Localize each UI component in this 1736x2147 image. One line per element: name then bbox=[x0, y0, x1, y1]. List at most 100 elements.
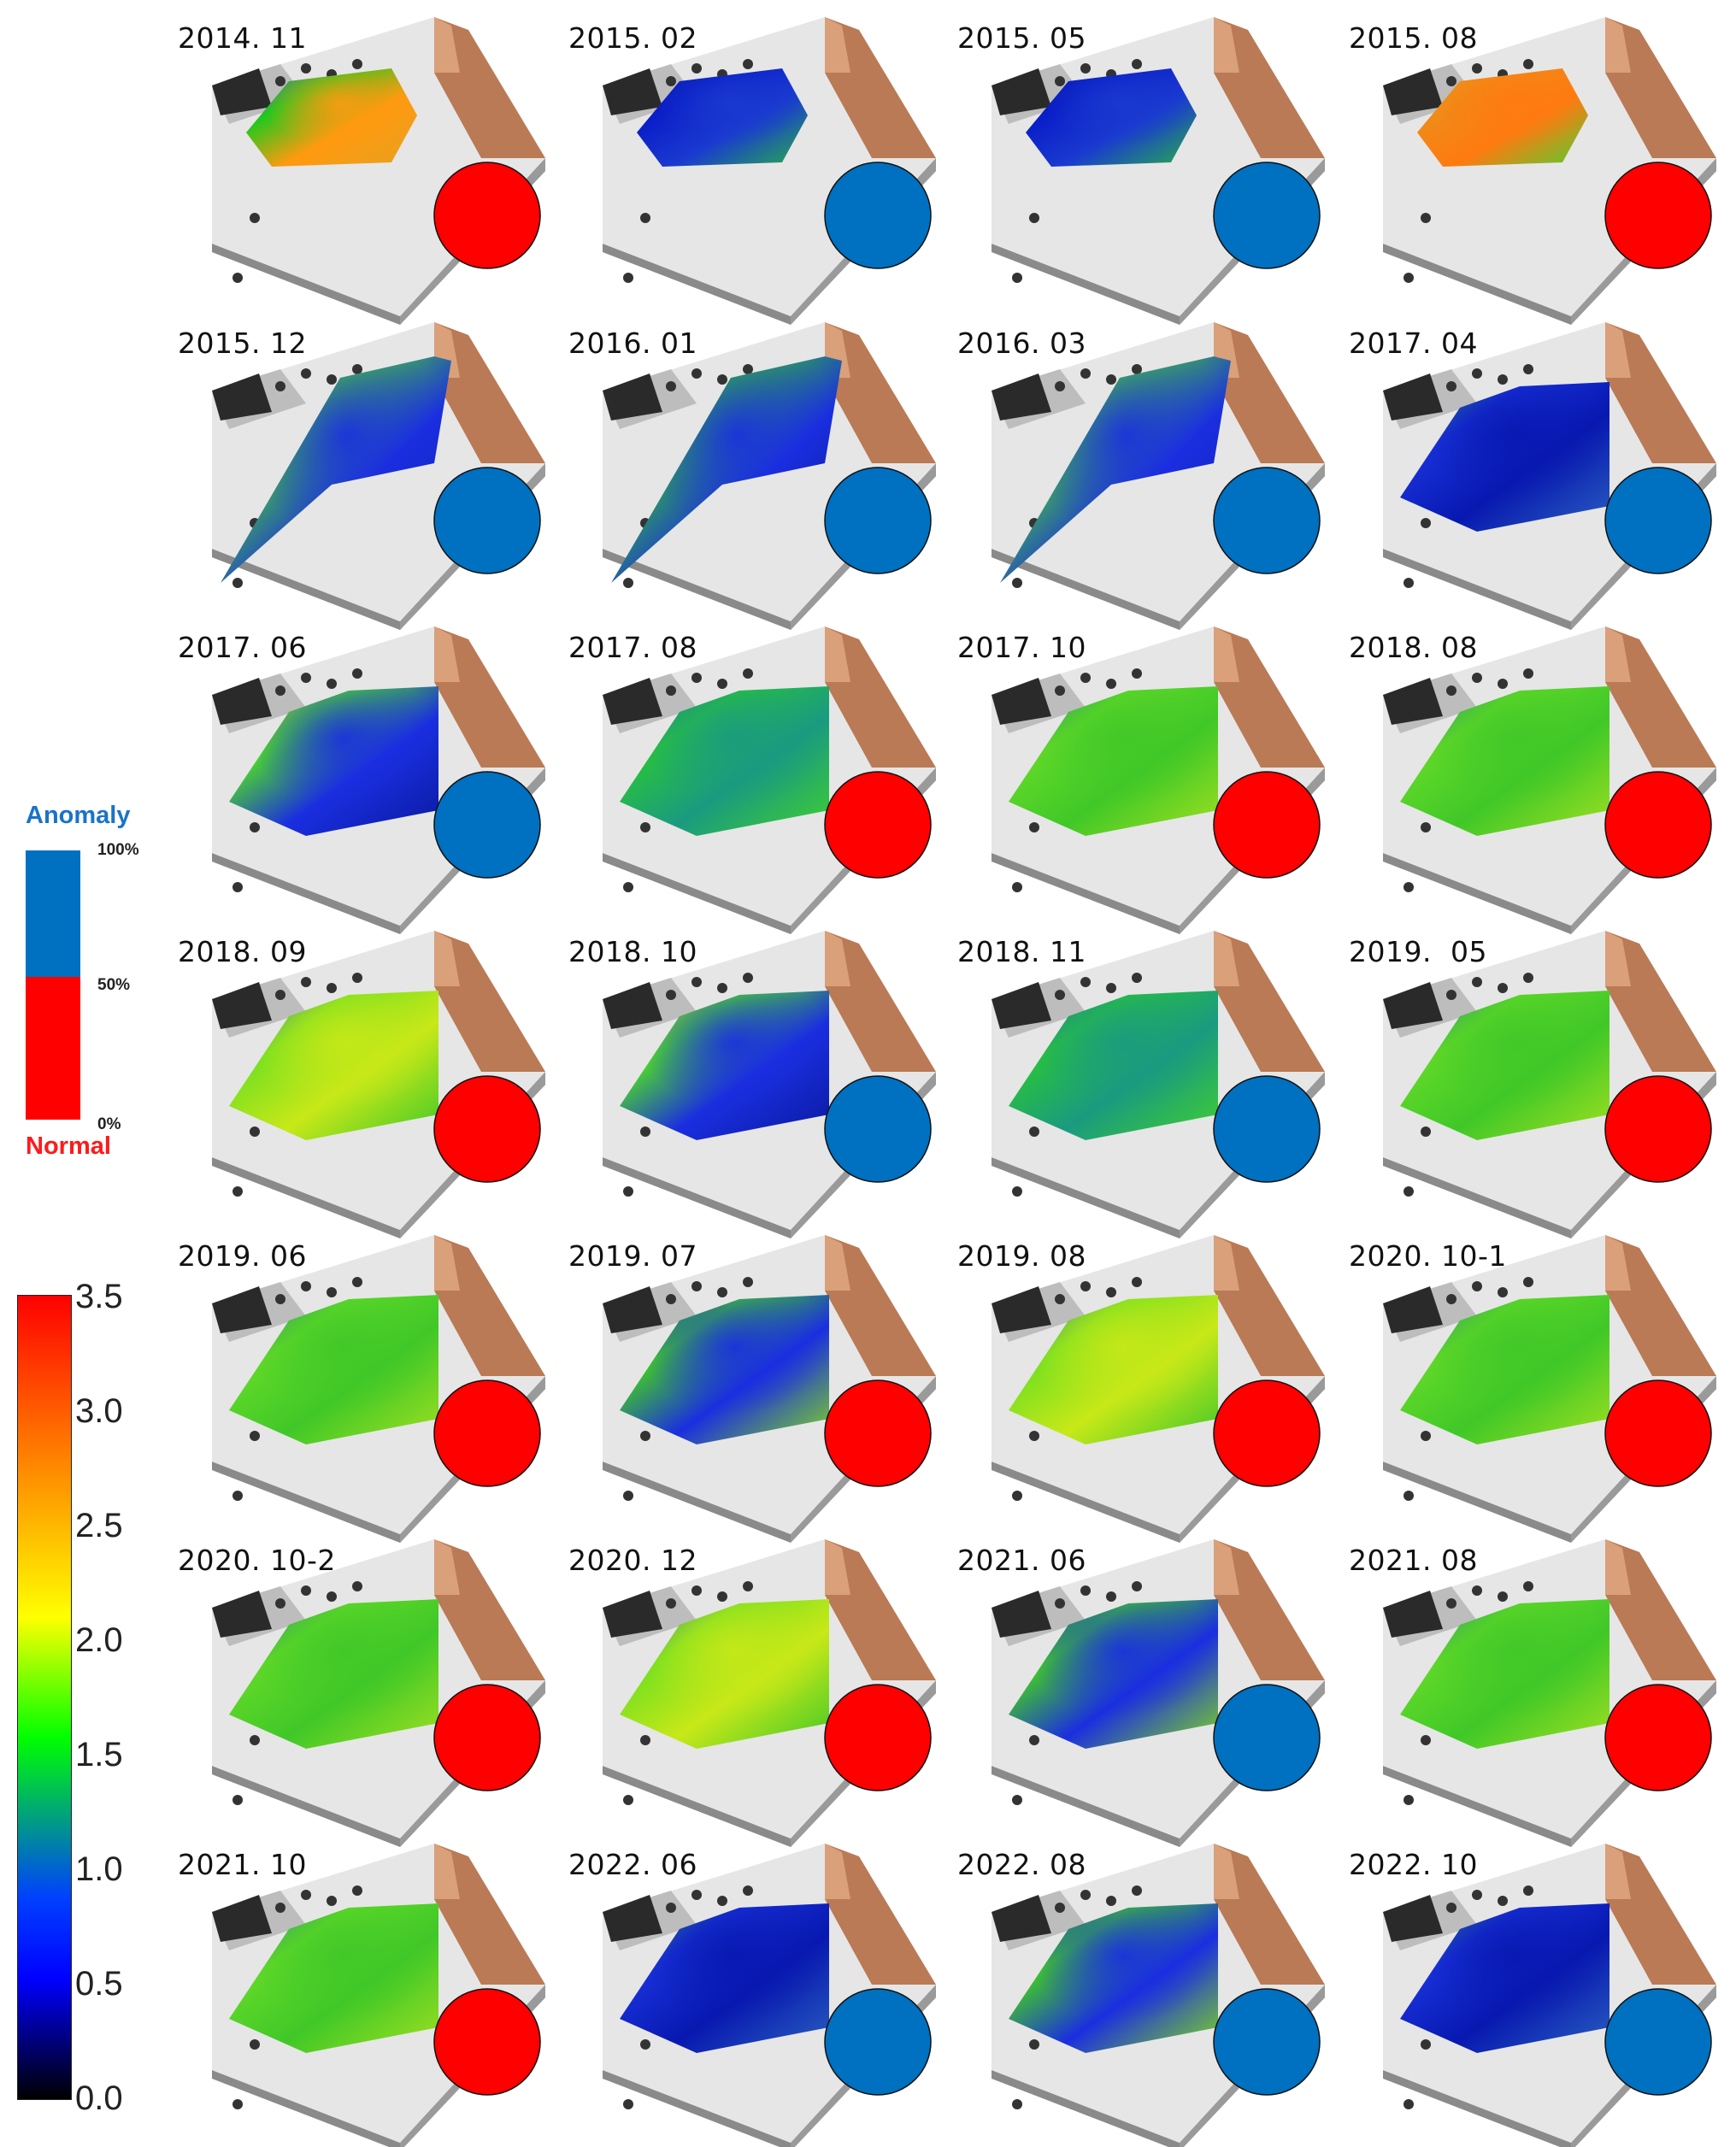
rock-outcrop bbox=[992, 1895, 1051, 1942]
rock-icon bbox=[275, 685, 285, 696]
rock-icon bbox=[1029, 1126, 1039, 1137]
rock-icon bbox=[691, 673, 702, 683]
rock-icon bbox=[1421, 213, 1431, 223]
resistivity-field-highlight bbox=[1009, 686, 1218, 836]
resistivity-field-highlight bbox=[229, 991, 438, 1140]
rock-icon bbox=[1404, 578, 1414, 588]
colorbar-tick: 3.0 bbox=[75, 1392, 123, 1430]
anomaly-status-circle bbox=[1213, 1684, 1321, 1791]
mountain-slope bbox=[1605, 1235, 1716, 1376]
normal-status-circle bbox=[1604, 162, 1712, 269]
resistivity-field-highlight bbox=[1400, 382, 1609, 532]
block-front-face bbox=[992, 1157, 1180, 1238]
mountain-slope bbox=[434, 931, 545, 1072]
rock-icon bbox=[1132, 364, 1142, 374]
rock-icon bbox=[1404, 882, 1414, 892]
rock-icon bbox=[666, 1903, 676, 1913]
anomaly-swatch bbox=[26, 850, 80, 977]
mountain-peak bbox=[825, 626, 850, 682]
rock-icon bbox=[743, 973, 753, 983]
panel-date-label: 2021. 06 bbox=[957, 1544, 1086, 1577]
rock-icon bbox=[327, 1287, 337, 1297]
map-panel: 2018. 10 bbox=[568, 931, 962, 1238]
rock-icon bbox=[301, 1585, 311, 1596]
normal-status-circle bbox=[1213, 771, 1321, 879]
rock-icon bbox=[1029, 1431, 1039, 1441]
mountain-peak bbox=[1214, 931, 1239, 986]
rock-icon bbox=[327, 374, 337, 385]
terrain-block bbox=[992, 1844, 1325, 2147]
terrain-block bbox=[603, 1539, 936, 1847]
normal-status-circle bbox=[433, 1379, 541, 1487]
rock-icon bbox=[327, 983, 337, 993]
map-panel: 2017. 04 bbox=[1349, 322, 1736, 630]
terrain-block bbox=[603, 626, 936, 934]
rock-icon bbox=[301, 368, 311, 379]
rock-icon bbox=[1446, 381, 1456, 391]
terrain-block bbox=[603, 1235, 936, 1543]
rock-icon bbox=[352, 668, 362, 679]
terrain-block bbox=[992, 17, 1325, 325]
rock-icon bbox=[623, 1491, 633, 1501]
block-front-face bbox=[603, 244, 791, 325]
terrain-block bbox=[1383, 1235, 1716, 1543]
map-panel: 2019. 05 bbox=[1349, 931, 1736, 1238]
rock-icon bbox=[1012, 1795, 1022, 1805]
rock-icon bbox=[1498, 1896, 1508, 1906]
rock-icon bbox=[275, 76, 285, 86]
rock-icon bbox=[1012, 1186, 1022, 1197]
rock-outcrop bbox=[603, 678, 662, 725]
mountain-slope bbox=[1214, 1844, 1325, 1985]
rock-icon bbox=[232, 578, 243, 588]
rock-icon bbox=[1012, 1491, 1022, 1501]
colorbar-tick: 0.5 bbox=[75, 1965, 123, 2003]
rock-icon bbox=[1421, 518, 1431, 528]
anomaly-status-circle bbox=[824, 162, 932, 269]
rock-icon bbox=[717, 1287, 727, 1297]
rock-icon bbox=[1472, 1890, 1482, 1900]
map-panel: 2020. 10-2 bbox=[178, 1539, 571, 1847]
block-front-face bbox=[212, 1157, 400, 1238]
mountain-slope bbox=[1214, 626, 1325, 768]
mountain-peak bbox=[1605, 1844, 1631, 1899]
map-panel: 2017. 08 bbox=[568, 626, 962, 934]
block-front-face bbox=[603, 1157, 791, 1238]
mountain-peak bbox=[1214, 1844, 1239, 1899]
rock-icon bbox=[1080, 977, 1091, 987]
normal-status-circle bbox=[433, 1988, 541, 2096]
mountain-slope bbox=[1214, 1235, 1325, 1376]
rock-icon bbox=[1498, 679, 1508, 689]
normal-status-circle bbox=[824, 1379, 932, 1487]
mountain-slope bbox=[1214, 1539, 1325, 1680]
terrain-block bbox=[212, 1844, 545, 2147]
rock-icon bbox=[1446, 76, 1456, 86]
rock-icon bbox=[1421, 1126, 1431, 1137]
rock-icon bbox=[640, 1431, 650, 1441]
rock-icon bbox=[623, 2099, 633, 2109]
panel-date-label: 2020. 12 bbox=[568, 1544, 697, 1577]
rock-icon bbox=[232, 882, 243, 892]
rock-icon bbox=[1523, 1277, 1533, 1287]
map-panel: 2022. 08 bbox=[957, 1844, 1351, 2147]
normal-status-circle bbox=[824, 771, 932, 879]
mountain-slope bbox=[1605, 931, 1716, 1072]
panel-date-label: 2019. 06 bbox=[178, 1239, 307, 1273]
rock-icon bbox=[1132, 1277, 1142, 1287]
mountain-peak bbox=[1605, 1235, 1631, 1291]
panel-date-label: 2018. 08 bbox=[1349, 631, 1478, 664]
mountain-slope bbox=[434, 322, 545, 463]
rock-outcrop bbox=[992, 678, 1051, 725]
mountain-slope bbox=[1605, 1539, 1716, 1680]
colorbar-tick: 2.0 bbox=[75, 1621, 123, 1659]
terrain-block bbox=[212, 322, 545, 630]
colorbar-tick: 1.5 bbox=[75, 1736, 123, 1773]
panel-date-label: 2016. 01 bbox=[568, 326, 697, 360]
anomaly-status-circle bbox=[433, 467, 541, 574]
normal-status-circle bbox=[1604, 1379, 1712, 1487]
block-front-face bbox=[212, 1766, 400, 1847]
normal-status-circle bbox=[1604, 1075, 1712, 1183]
rock-icon bbox=[352, 1581, 362, 1591]
rock-outcrop bbox=[992, 1591, 1051, 1638]
rock-icon bbox=[232, 1795, 243, 1805]
rock-icon bbox=[1132, 59, 1142, 69]
